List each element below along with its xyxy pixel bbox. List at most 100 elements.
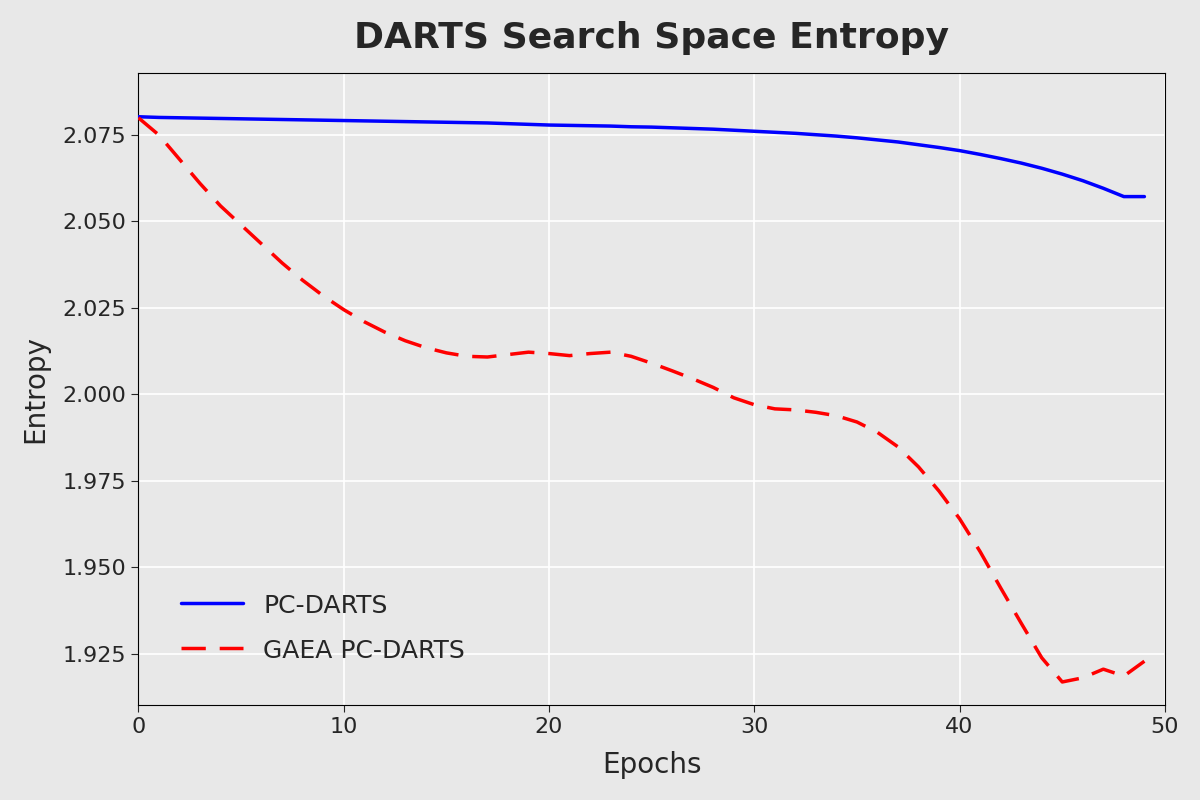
GAEA PC-DARTS (748, 400, 762, 410)
GAEA PC-DARTS (665, 366, 679, 376)
PC-DARTS (500, 119, 515, 129)
PC-DARTS (624, 122, 638, 131)
Y-axis label: Entropy: Entropy (20, 335, 49, 443)
PC-DARTS (644, 122, 659, 132)
PC-DARTS (685, 124, 700, 134)
GAEA PC-DARTS (500, 350, 515, 359)
PC-DARTS (275, 114, 289, 124)
PC-DARTS (748, 126, 762, 136)
GAEA PC-DARTS (151, 130, 166, 140)
GAEA PC-DARTS (173, 154, 187, 164)
PC-DARTS (706, 124, 720, 134)
PC-DARTS (788, 129, 803, 138)
PC-DARTS (398, 117, 413, 126)
GAEA PC-DARTS (850, 417, 864, 426)
GAEA PC-DARTS (973, 547, 988, 557)
PC-DARTS (419, 117, 433, 126)
GAEA PC-DARTS (604, 347, 618, 357)
PC-DARTS (1014, 158, 1028, 168)
PC-DARTS (542, 120, 557, 130)
Title: DARTS Search Space Entropy: DARTS Search Space Entropy (354, 21, 949, 55)
X-axis label: Epochs: Epochs (602, 751, 702, 779)
PC-DARTS (439, 118, 454, 127)
GAEA PC-DARTS (685, 374, 700, 383)
PC-DARTS (563, 121, 577, 130)
PC-DARTS (151, 113, 166, 122)
PC-DARTS (604, 122, 618, 131)
PC-DARTS (214, 114, 228, 123)
GAEA PC-DARTS (419, 343, 433, 353)
PC-DARTS (890, 137, 905, 146)
PC-DARTS (460, 118, 474, 127)
GAEA PC-DARTS (275, 258, 289, 268)
PC-DARTS (316, 115, 330, 125)
GAEA PC-DARTS (809, 407, 823, 417)
GAEA PC-DARTS (890, 442, 905, 452)
PC-DARTS (583, 121, 598, 130)
GAEA PC-DARTS (193, 178, 208, 188)
GAEA PC-DARTS (1055, 677, 1069, 686)
PC-DARTS (768, 127, 782, 137)
GAEA PC-DARTS (829, 411, 844, 421)
PC-DARTS (234, 114, 248, 124)
GAEA PC-DARTS (1014, 618, 1028, 628)
PC-DARTS (1075, 176, 1090, 186)
PC-DARTS (850, 133, 864, 142)
GAEA PC-DARTS (911, 462, 925, 472)
PC-DARTS (809, 130, 823, 139)
Legend: PC-DARTS, GAEA PC-DARTS: PC-DARTS, GAEA PC-DARTS (151, 563, 496, 693)
PC-DARTS (1096, 183, 1110, 193)
PC-DARTS (1117, 192, 1132, 202)
GAEA PC-DARTS (254, 239, 269, 249)
GAEA PC-DARTS (706, 382, 720, 392)
Line: PC-DARTS: PC-DARTS (138, 117, 1145, 197)
GAEA PC-DARTS (1034, 653, 1049, 662)
GAEA PC-DARTS (1117, 671, 1132, 681)
GAEA PC-DARTS (378, 327, 392, 337)
GAEA PC-DARTS (563, 351, 577, 361)
PC-DARTS (254, 114, 269, 124)
GAEA PC-DARTS (644, 358, 659, 368)
PC-DARTS (665, 123, 679, 133)
GAEA PC-DARTS (214, 201, 228, 210)
PC-DARTS (336, 116, 350, 126)
GAEA PC-DARTS (932, 486, 947, 496)
PC-DARTS (521, 119, 535, 129)
PC-DARTS (1138, 192, 1152, 202)
GAEA PC-DARTS (295, 275, 310, 285)
PC-DARTS (295, 115, 310, 125)
GAEA PC-DARTS (726, 393, 740, 402)
PC-DARTS (932, 142, 947, 152)
GAEA PC-DARTS (316, 291, 330, 301)
GAEA PC-DARTS (460, 351, 474, 361)
GAEA PC-DARTS (1096, 664, 1110, 674)
PC-DARTS (378, 117, 392, 126)
PC-DARTS (953, 146, 967, 155)
GAEA PC-DARTS (131, 113, 145, 122)
PC-DARTS (994, 154, 1008, 163)
PC-DARTS (358, 116, 372, 126)
PC-DARTS (829, 131, 844, 141)
GAEA PC-DARTS (1075, 673, 1090, 682)
GAEA PC-DARTS (439, 348, 454, 358)
GAEA PC-DARTS (768, 404, 782, 414)
PC-DARTS (911, 140, 925, 150)
GAEA PC-DARTS (583, 349, 598, 358)
GAEA PC-DARTS (870, 427, 884, 437)
GAEA PC-DARTS (994, 583, 1008, 593)
GAEA PC-DARTS (398, 336, 413, 346)
Line: GAEA PC-DARTS: GAEA PC-DARTS (138, 118, 1145, 682)
GAEA PC-DARTS (624, 351, 638, 361)
GAEA PC-DARTS (788, 405, 803, 414)
PC-DARTS (131, 112, 145, 122)
PC-DARTS (193, 114, 208, 123)
PC-DARTS (870, 135, 884, 145)
PC-DARTS (726, 126, 740, 135)
GAEA PC-DARTS (358, 317, 372, 326)
GAEA PC-DARTS (521, 347, 535, 357)
PC-DARTS (173, 113, 187, 122)
PC-DARTS (1034, 163, 1049, 173)
GAEA PC-DARTS (1138, 657, 1152, 666)
GAEA PC-DARTS (480, 352, 494, 362)
GAEA PC-DARTS (953, 514, 967, 523)
